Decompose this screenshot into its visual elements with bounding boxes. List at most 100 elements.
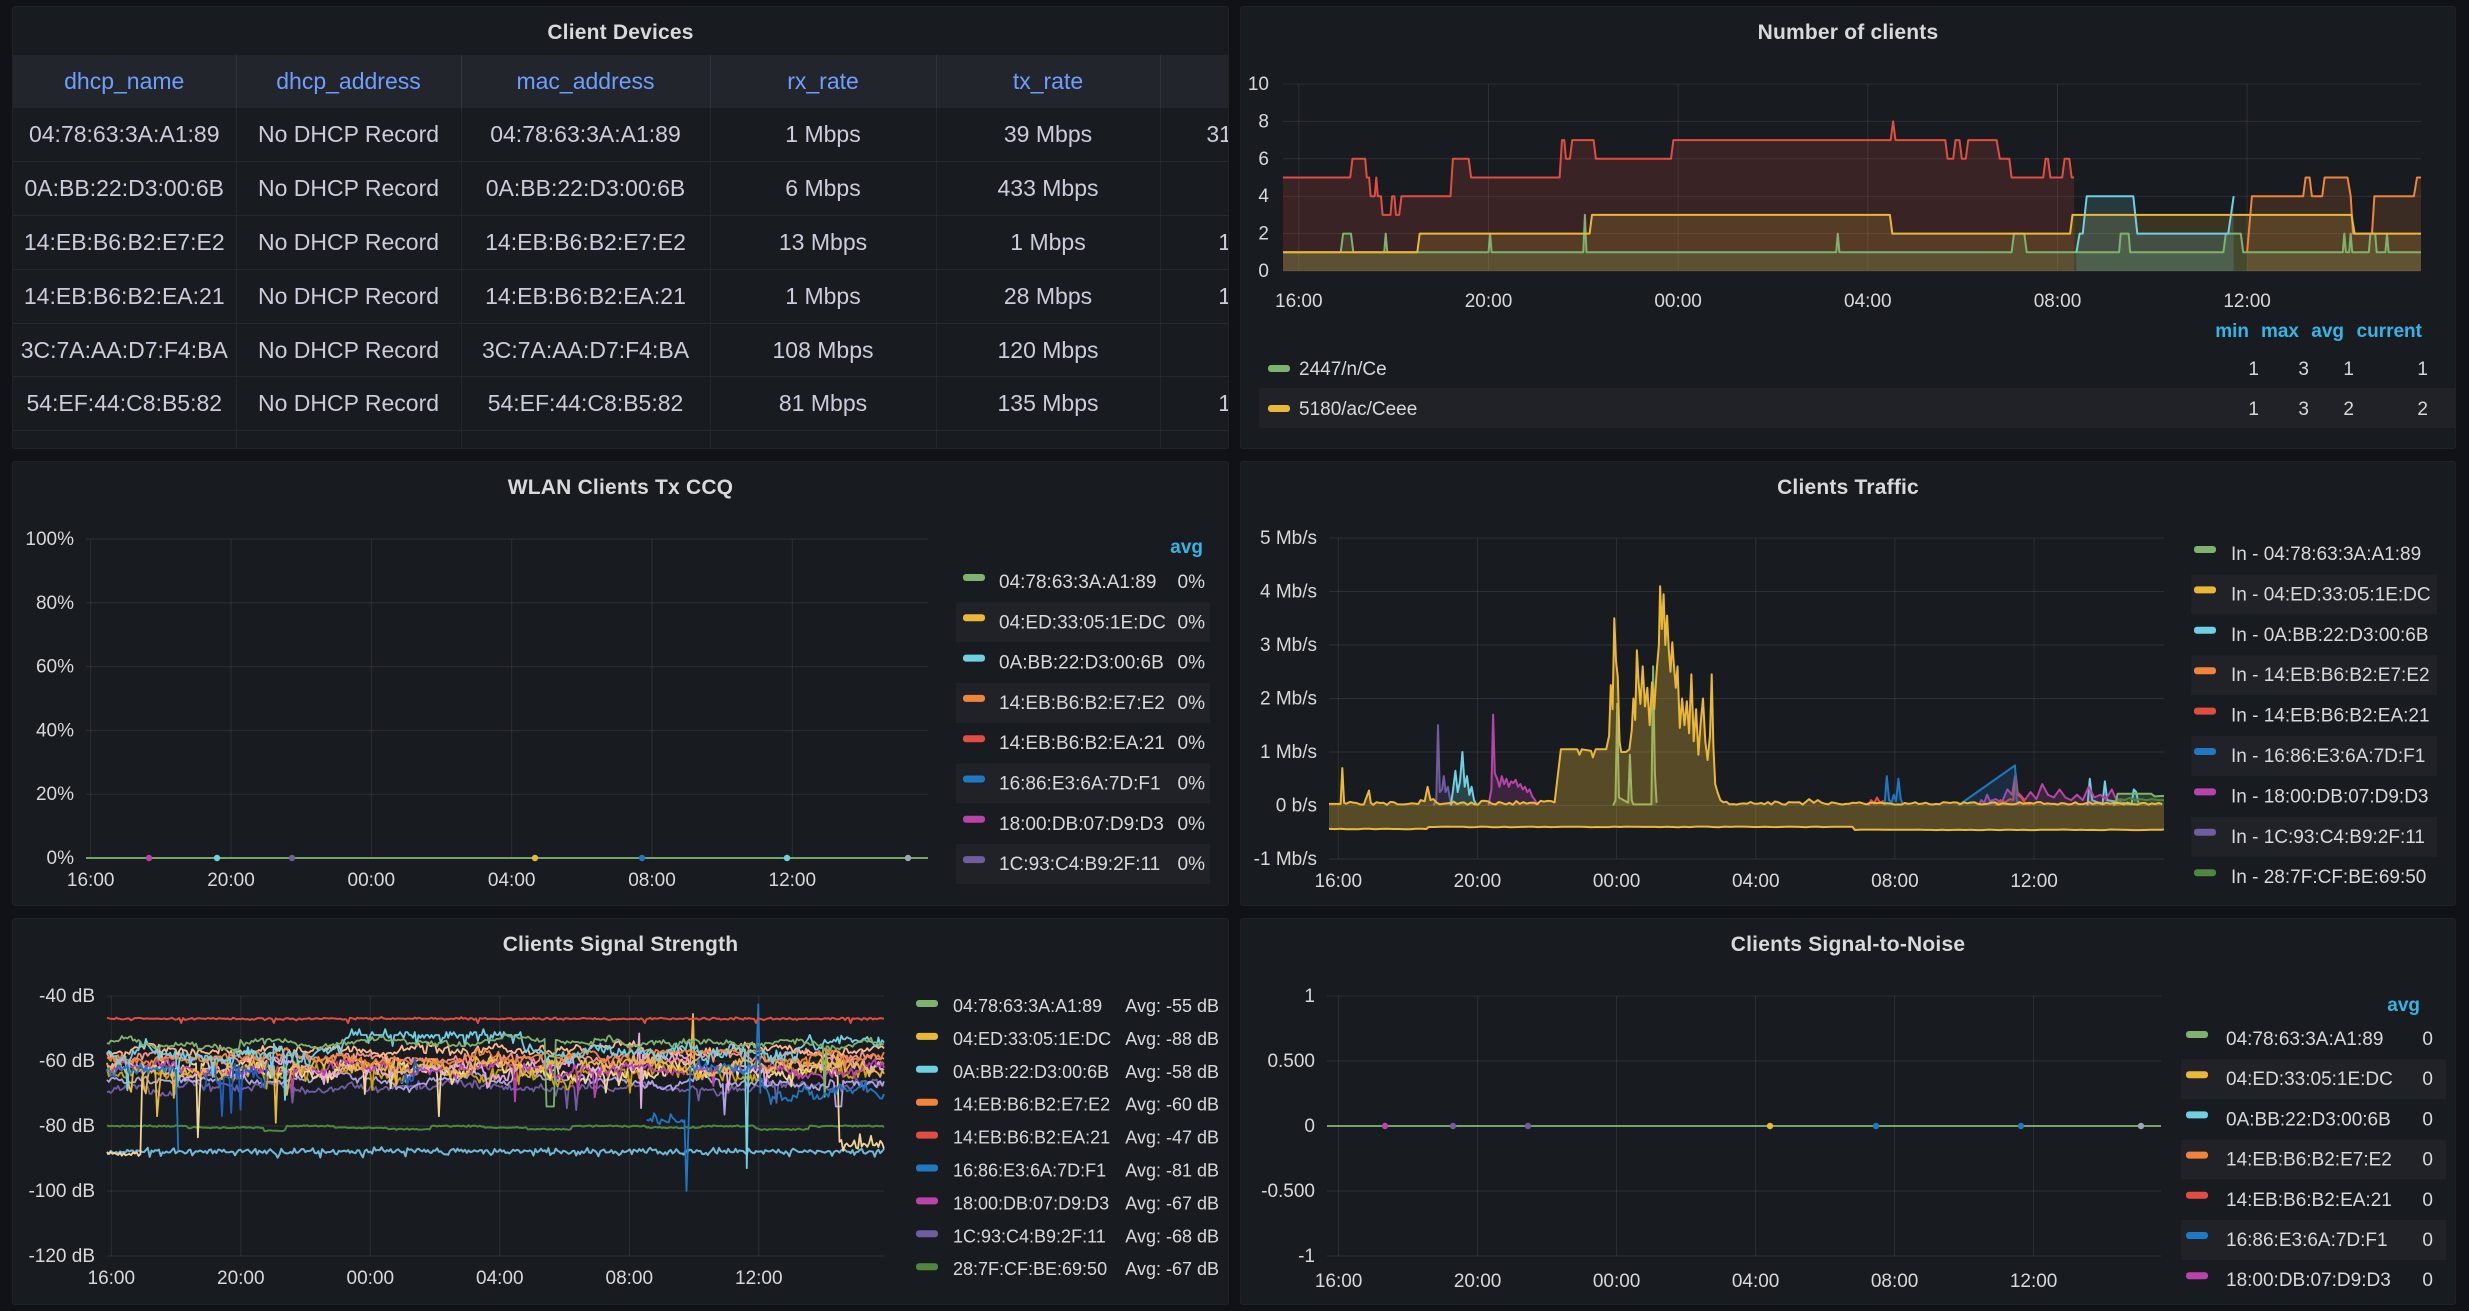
svg-text:08:00: 08:00 — [628, 870, 676, 891]
svg-text:04:ED:33:05:1E:DC: 04:ED:33:05:1E:DC — [999, 612, 1166, 633]
svg-text:-100 dB: -100 dB — [28, 1181, 95, 1202]
svg-text:04:00: 04:00 — [1732, 1271, 1780, 1292]
svg-text:0: 0 — [2422, 1190, 2433, 1211]
svg-text:8: 8 — [1258, 111, 1269, 132]
svg-text:16:00: 16:00 — [88, 1268, 136, 1289]
svg-text:-60 dB: -60 dB — [39, 1051, 95, 1072]
svg-text:0 b/s: 0 b/s — [1276, 796, 1317, 817]
svg-text:Avg: -88 dB: Avg: -88 dB — [1125, 1029, 1219, 1049]
svg-text:3: 3 — [2298, 399, 2309, 420]
svg-text:00:00: 00:00 — [347, 1268, 395, 1289]
svg-text:2: 2 — [2343, 399, 2354, 420]
svg-text:14:EB:B6:B2:EA:21: 14:EB:B6:B2:EA:21 — [953, 1128, 1110, 1148]
svg-text:0%: 0% — [47, 848, 75, 869]
svg-text:0%: 0% — [1178, 733, 1206, 754]
svg-text:0.500: 0.500 — [1267, 1051, 1315, 1072]
svg-text:16:00: 16:00 — [1315, 1271, 1363, 1292]
svg-text:2447/n/Ce: 2447/n/Ce — [1299, 359, 1387, 380]
svg-text:Avg: -60 dB: Avg: -60 dB — [1125, 1095, 1219, 1115]
svg-text:1: 1 — [2343, 359, 2354, 380]
svg-text:16:86:E3:6A:7D:F1: 16:86:E3:6A:7D:F1 — [2226, 1230, 2388, 1251]
svg-text:28:7F:CF:BE:69:50: 28:7F:CF:BE:69:50 — [953, 1259, 1107, 1279]
svg-text:Avg: -47 dB: Avg: -47 dB — [1125, 1128, 1219, 1148]
svg-text:0: 0 — [2422, 1150, 2433, 1171]
svg-text:14:EB:B6:B2:EA:21: 14:EB:B6:B2:EA:21 — [999, 733, 1165, 754]
svg-text:16:00: 16:00 — [67, 870, 115, 891]
svg-text:Avg: -67 dB: Avg: -67 dB — [1125, 1193, 1219, 1213]
svg-text:2: 2 — [1258, 224, 1269, 245]
svg-text:04:ED:33:05:1E:DC: 04:ED:33:05:1E:DC — [2226, 1069, 2393, 1090]
svg-text:80%: 80% — [36, 593, 74, 614]
svg-text:14:EB:B6:B2:EA:21: 14:EB:B6:B2:EA:21 — [2226, 1190, 2392, 1211]
svg-text:16:86:E3:6A:7D:F1: 16:86:E3:6A:7D:F1 — [999, 774, 1161, 795]
svg-text:4 Mb/s: 4 Mb/s — [1260, 582, 1317, 603]
svg-text:04:00: 04:00 — [488, 870, 536, 891]
svg-text:08:00: 08:00 — [1871, 1271, 1919, 1292]
svg-text:20:00: 20:00 — [1454, 871, 1502, 892]
svg-text:-1 Mb/s: -1 Mb/s — [1254, 849, 1317, 870]
svg-text:-1: -1 — [1298, 1246, 1315, 1267]
svg-text:-80 dB: -80 dB — [39, 1116, 95, 1137]
svg-text:2: 2 — [2417, 399, 2428, 420]
svg-text:-0.500: -0.500 — [1261, 1181, 1315, 1202]
svg-text:14:EB:B6:B2:E7:E2: 14:EB:B6:B2:E7:E2 — [953, 1095, 1110, 1115]
svg-text:0%: 0% — [1178, 693, 1206, 714]
svg-text:12:00: 12:00 — [735, 1268, 783, 1289]
svg-text:00:00: 00:00 — [1593, 871, 1641, 892]
svg-text:5 Mb/s: 5 Mb/s — [1260, 528, 1317, 549]
svg-text:100%: 100% — [25, 529, 74, 550]
svg-text:In - 04:78:63:3A:A1:89: In - 04:78:63:3A:A1:89 — [2231, 544, 2421, 565]
svg-text:In - 04:ED:33:05:1E:DC: In - 04:ED:33:05:1E:DC — [2231, 584, 2431, 605]
svg-text:In - 14:EB:B6:B2:E7:E2: In - 14:EB:B6:B2:E7:E2 — [2231, 665, 2430, 686]
svg-text:max: max — [2261, 321, 2299, 342]
svg-text:18:00:DB:07:D9:D3: 18:00:DB:07:D9:D3 — [2226, 1270, 2391, 1291]
svg-text:1: 1 — [2248, 359, 2259, 380]
svg-text:14:EB:B6:B2:E7:E2: 14:EB:B6:B2:E7:E2 — [999, 693, 1165, 714]
svg-text:Avg: -55 dB: Avg: -55 dB — [1125, 996, 1219, 1016]
svg-text:18:00:DB:07:D9:D3: 18:00:DB:07:D9:D3 — [999, 814, 1164, 835]
svg-text:avg: avg — [2387, 995, 2420, 1016]
svg-text:avg: avg — [2311, 321, 2344, 342]
svg-text:1: 1 — [2417, 359, 2428, 380]
svg-text:0%: 0% — [1178, 814, 1206, 835]
svg-text:1: 1 — [2248, 399, 2259, 420]
svg-text:0: 0 — [2422, 1069, 2433, 1090]
svg-text:2 Mb/s: 2 Mb/s — [1260, 689, 1317, 710]
svg-text:16:00: 16:00 — [1275, 291, 1323, 312]
svg-text:4: 4 — [1258, 186, 1269, 207]
svg-text:Avg: -68 dB: Avg: -68 dB — [1125, 1226, 1219, 1246]
svg-text:-120 dB: -120 dB — [28, 1246, 95, 1267]
svg-text:0: 0 — [1304, 1116, 1315, 1137]
svg-text:Avg: -67 dB: Avg: -67 dB — [1125, 1259, 1219, 1279]
svg-text:0A:BB:22:D3:00:6B: 0A:BB:22:D3:00:6B — [953, 1062, 1109, 1082]
svg-text:60%: 60% — [36, 657, 74, 678]
svg-text:6: 6 — [1258, 149, 1269, 170]
svg-text:10: 10 — [1248, 74, 1269, 95]
svg-text:08:00: 08:00 — [2034, 291, 2082, 312]
svg-text:04:78:63:3A:A1:89: 04:78:63:3A:A1:89 — [2226, 1029, 2383, 1050]
svg-text:0: 0 — [1258, 261, 1269, 282]
svg-text:18:00:DB:07:D9:D3: 18:00:DB:07:D9:D3 — [953, 1193, 1109, 1213]
svg-text:avg: avg — [1170, 537, 1203, 558]
svg-text:00:00: 00:00 — [1654, 291, 1702, 312]
svg-text:current: current — [2357, 321, 2423, 342]
svg-text:04:ED:33:05:1E:DC: 04:ED:33:05:1E:DC — [953, 1029, 1111, 1049]
svg-text:0: 0 — [2422, 1230, 2433, 1251]
svg-text:14:EB:B6:B2:E7:E2: 14:EB:B6:B2:E7:E2 — [2226, 1150, 2392, 1171]
svg-text:In - 16:86:E3:6A:7D:F1: In - 16:86:E3:6A:7D:F1 — [2231, 746, 2425, 767]
svg-text:-40 dB: -40 dB — [39, 986, 95, 1007]
svg-text:min: min — [2215, 321, 2249, 342]
svg-text:16:00: 16:00 — [1315, 871, 1363, 892]
svg-text:20:00: 20:00 — [1465, 291, 1513, 312]
svg-text:In - 1C:93:C4:B9:2F:11: In - 1C:93:C4:B9:2F:11 — [2231, 827, 2425, 848]
svg-text:0A:BB:22:D3:00:6B: 0A:BB:22:D3:00:6B — [999, 653, 1164, 674]
svg-text:In - 28:7F:CF:BE:69:50: In - 28:7F:CF:BE:69:50 — [2231, 867, 2426, 888]
svg-text:08:00: 08:00 — [606, 1268, 654, 1289]
svg-text:04:00: 04:00 — [1844, 291, 1892, 312]
svg-text:20%: 20% — [36, 784, 74, 805]
svg-text:0%: 0% — [1178, 572, 1206, 593]
svg-text:0A:BB:22:D3:00:6B: 0A:BB:22:D3:00:6B — [2226, 1109, 2391, 1130]
svg-text:1: 1 — [1304, 986, 1315, 1007]
svg-text:1C:93:C4:B9:2F:11: 1C:93:C4:B9:2F:11 — [999, 854, 1160, 875]
svg-text:12:00: 12:00 — [2010, 1271, 2058, 1292]
